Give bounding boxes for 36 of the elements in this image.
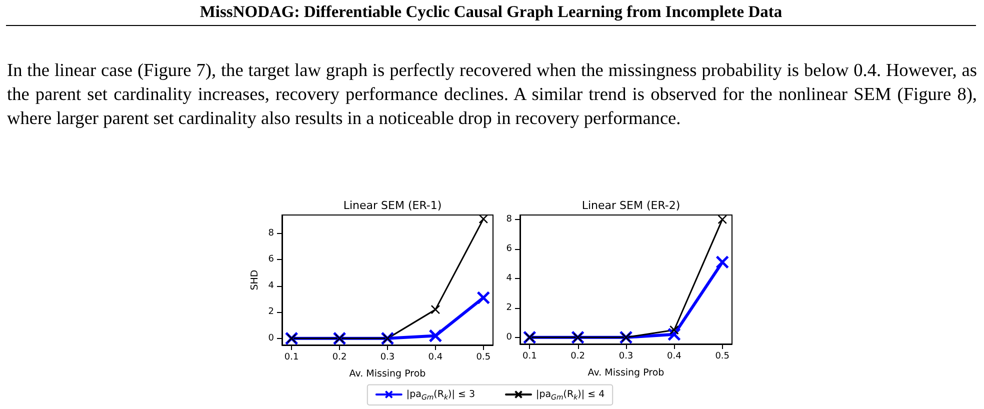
y-tick-label: 4 — [268, 280, 274, 291]
y-tick-label: 8 — [506, 214, 512, 224]
y-axis-title: SHD — [250, 270, 260, 290]
x-tick-label: 0.4 — [428, 352, 443, 362]
x-tick-label: 0.1 — [522, 352, 537, 362]
point — [667, 328, 681, 342]
x-tick-label: 0.2 — [570, 352, 585, 362]
x-tick-label: 0.4 — [667, 352, 682, 362]
point — [428, 329, 442, 343]
y-tick-label: 0 — [506, 332, 512, 342]
x-tick-label: 0.1 — [284, 352, 299, 362]
x-axis-title: Av. Missing Prob — [588, 368, 664, 378]
y-tick-label: 2 — [268, 307, 274, 318]
y-tick-label: 2 — [506, 302, 512, 313]
text: MissNODAG: Differentiable Cyclic Causal Graph Learning from Incomplete Data — [6, 2, 976, 26]
point — [718, 214, 728, 224]
y-tick-label: 6 — [506, 244, 512, 254]
point — [478, 214, 488, 224]
point — [430, 304, 440, 314]
y-tick-label: 8 — [268, 228, 274, 238]
x-tick-label: 0.2 — [332, 352, 347, 362]
y-tick-label: 0 — [268, 333, 274, 344]
chart-title: Linear SEM (ER-1) — [343, 199, 442, 212]
point — [716, 255, 730, 269]
y-tick-label: 6 — [268, 254, 274, 265]
x-tick-label: 0.3 — [380, 352, 395, 362]
point — [573, 332, 582, 342]
y-tick-label: 4 — [506, 273, 512, 284]
text: In the linear case (Figure 7), the target law graph is perfectly recovered when the missingness probability is below 0.4. However, as the parent set cardinality increases, recovery performance declines. A similar trend is observed for the nonlinear SEM (Figure 8), where larger parent set cardinality also results in a noticeable drop in recovery performance. — [7, 59, 977, 130]
x-tick-label: 0.3 — [618, 352, 634, 362]
point — [670, 325, 679, 335]
point — [476, 290, 490, 304]
x-tick-label: 0.5 — [715, 352, 730, 362]
chart-title: Linear SEM (ER-2) — [582, 199, 680, 212]
x-axis-title: Av. Missing Prob — [349, 368, 426, 380]
x-tick-label: 0.5 — [476, 352, 491, 362]
